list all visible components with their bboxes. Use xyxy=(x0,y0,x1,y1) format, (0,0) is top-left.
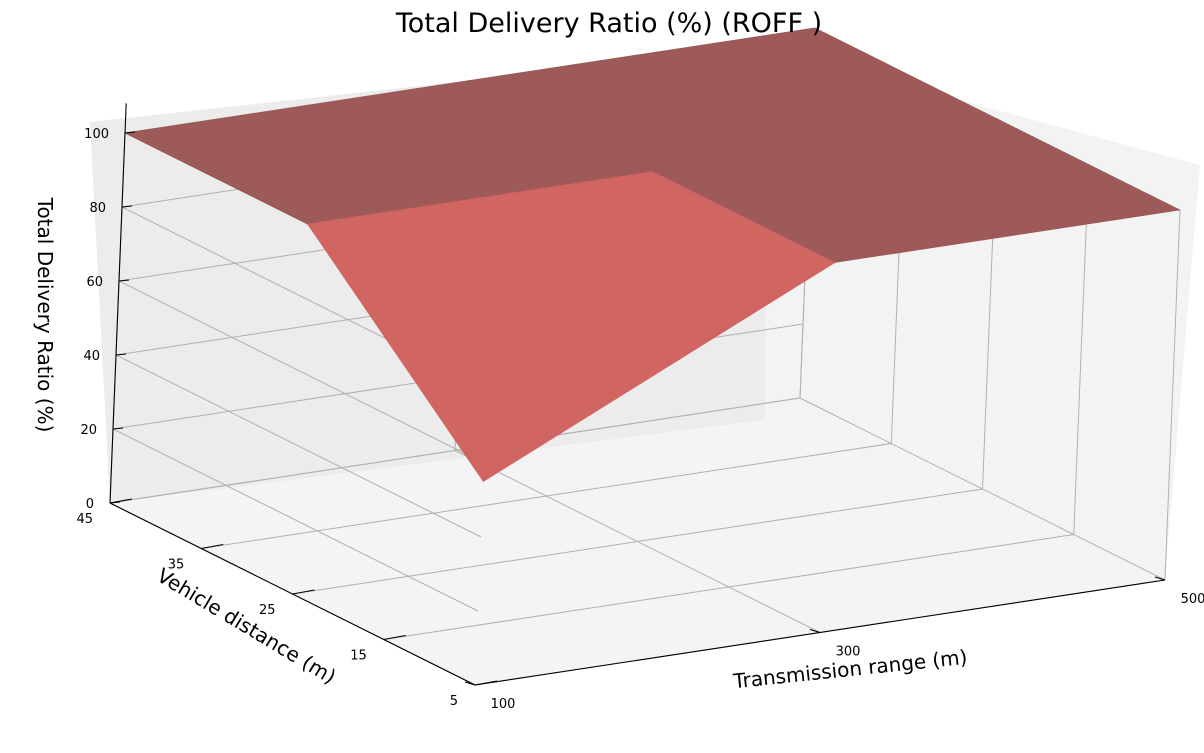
surface xyxy=(124,27,1181,483)
y-tick-label: 45 xyxy=(76,512,93,527)
x-tick-mark xyxy=(1154,576,1166,581)
gridline-z-left xyxy=(118,280,485,464)
y-tick-label: 35 xyxy=(168,558,185,573)
z-tick-label: 0 xyxy=(86,497,94,512)
floor-pane xyxy=(110,420,1165,685)
x-tick-label: 300 xyxy=(836,645,861,660)
x-tick-mark xyxy=(464,681,476,686)
gridline-z-right xyxy=(109,397,801,504)
z-tick-mark xyxy=(115,353,127,356)
gridline-y-side xyxy=(1073,164,1090,535)
x-tick-label: 500 xyxy=(1181,592,1204,607)
y-tick-label: 25 xyxy=(259,603,276,618)
gridline-z-left xyxy=(112,428,479,612)
z-axis-line xyxy=(109,103,127,504)
z-tick-mark xyxy=(112,427,124,430)
z-tick-mark xyxy=(121,205,133,208)
z-tick-mark xyxy=(109,501,121,504)
z-tick-label: 100 xyxy=(84,127,109,142)
x-tick-label: 100 xyxy=(491,697,516,712)
z-tick-label: 80 xyxy=(89,201,106,216)
gridline-y-floor xyxy=(201,443,892,549)
gridline-y-floor xyxy=(292,488,983,595)
x-tick-mark xyxy=(809,628,821,634)
z-tick-label: 60 xyxy=(86,275,103,290)
axes: 100 300 500 5 15 25 35 450 20 40 60 80 100 xyxy=(76,103,1204,712)
gridline-y-floor xyxy=(383,534,1074,640)
z-tick-mark xyxy=(124,131,136,134)
surface-facet xyxy=(482,171,836,483)
z-axis-label: Total Delivery Ratio (%) xyxy=(33,197,57,433)
surface-facet xyxy=(834,118,1181,263)
z-tick-label: 20 xyxy=(80,423,97,438)
y-tick-mark xyxy=(474,680,498,686)
y-tick-label: 15 xyxy=(350,649,367,664)
y-tick-mark xyxy=(201,543,224,550)
y-tick-mark xyxy=(383,634,406,641)
gridline-y-side xyxy=(1164,209,1181,581)
z-tick-mark xyxy=(118,279,130,282)
z-tick-label: 40 xyxy=(83,349,100,364)
y-tick-label: 5 xyxy=(450,694,458,709)
chart-title: Total Delivery Ratio (%) (ROFF ) xyxy=(395,8,822,39)
gridline-z-left xyxy=(115,354,482,538)
y-tick-mark xyxy=(292,589,315,595)
